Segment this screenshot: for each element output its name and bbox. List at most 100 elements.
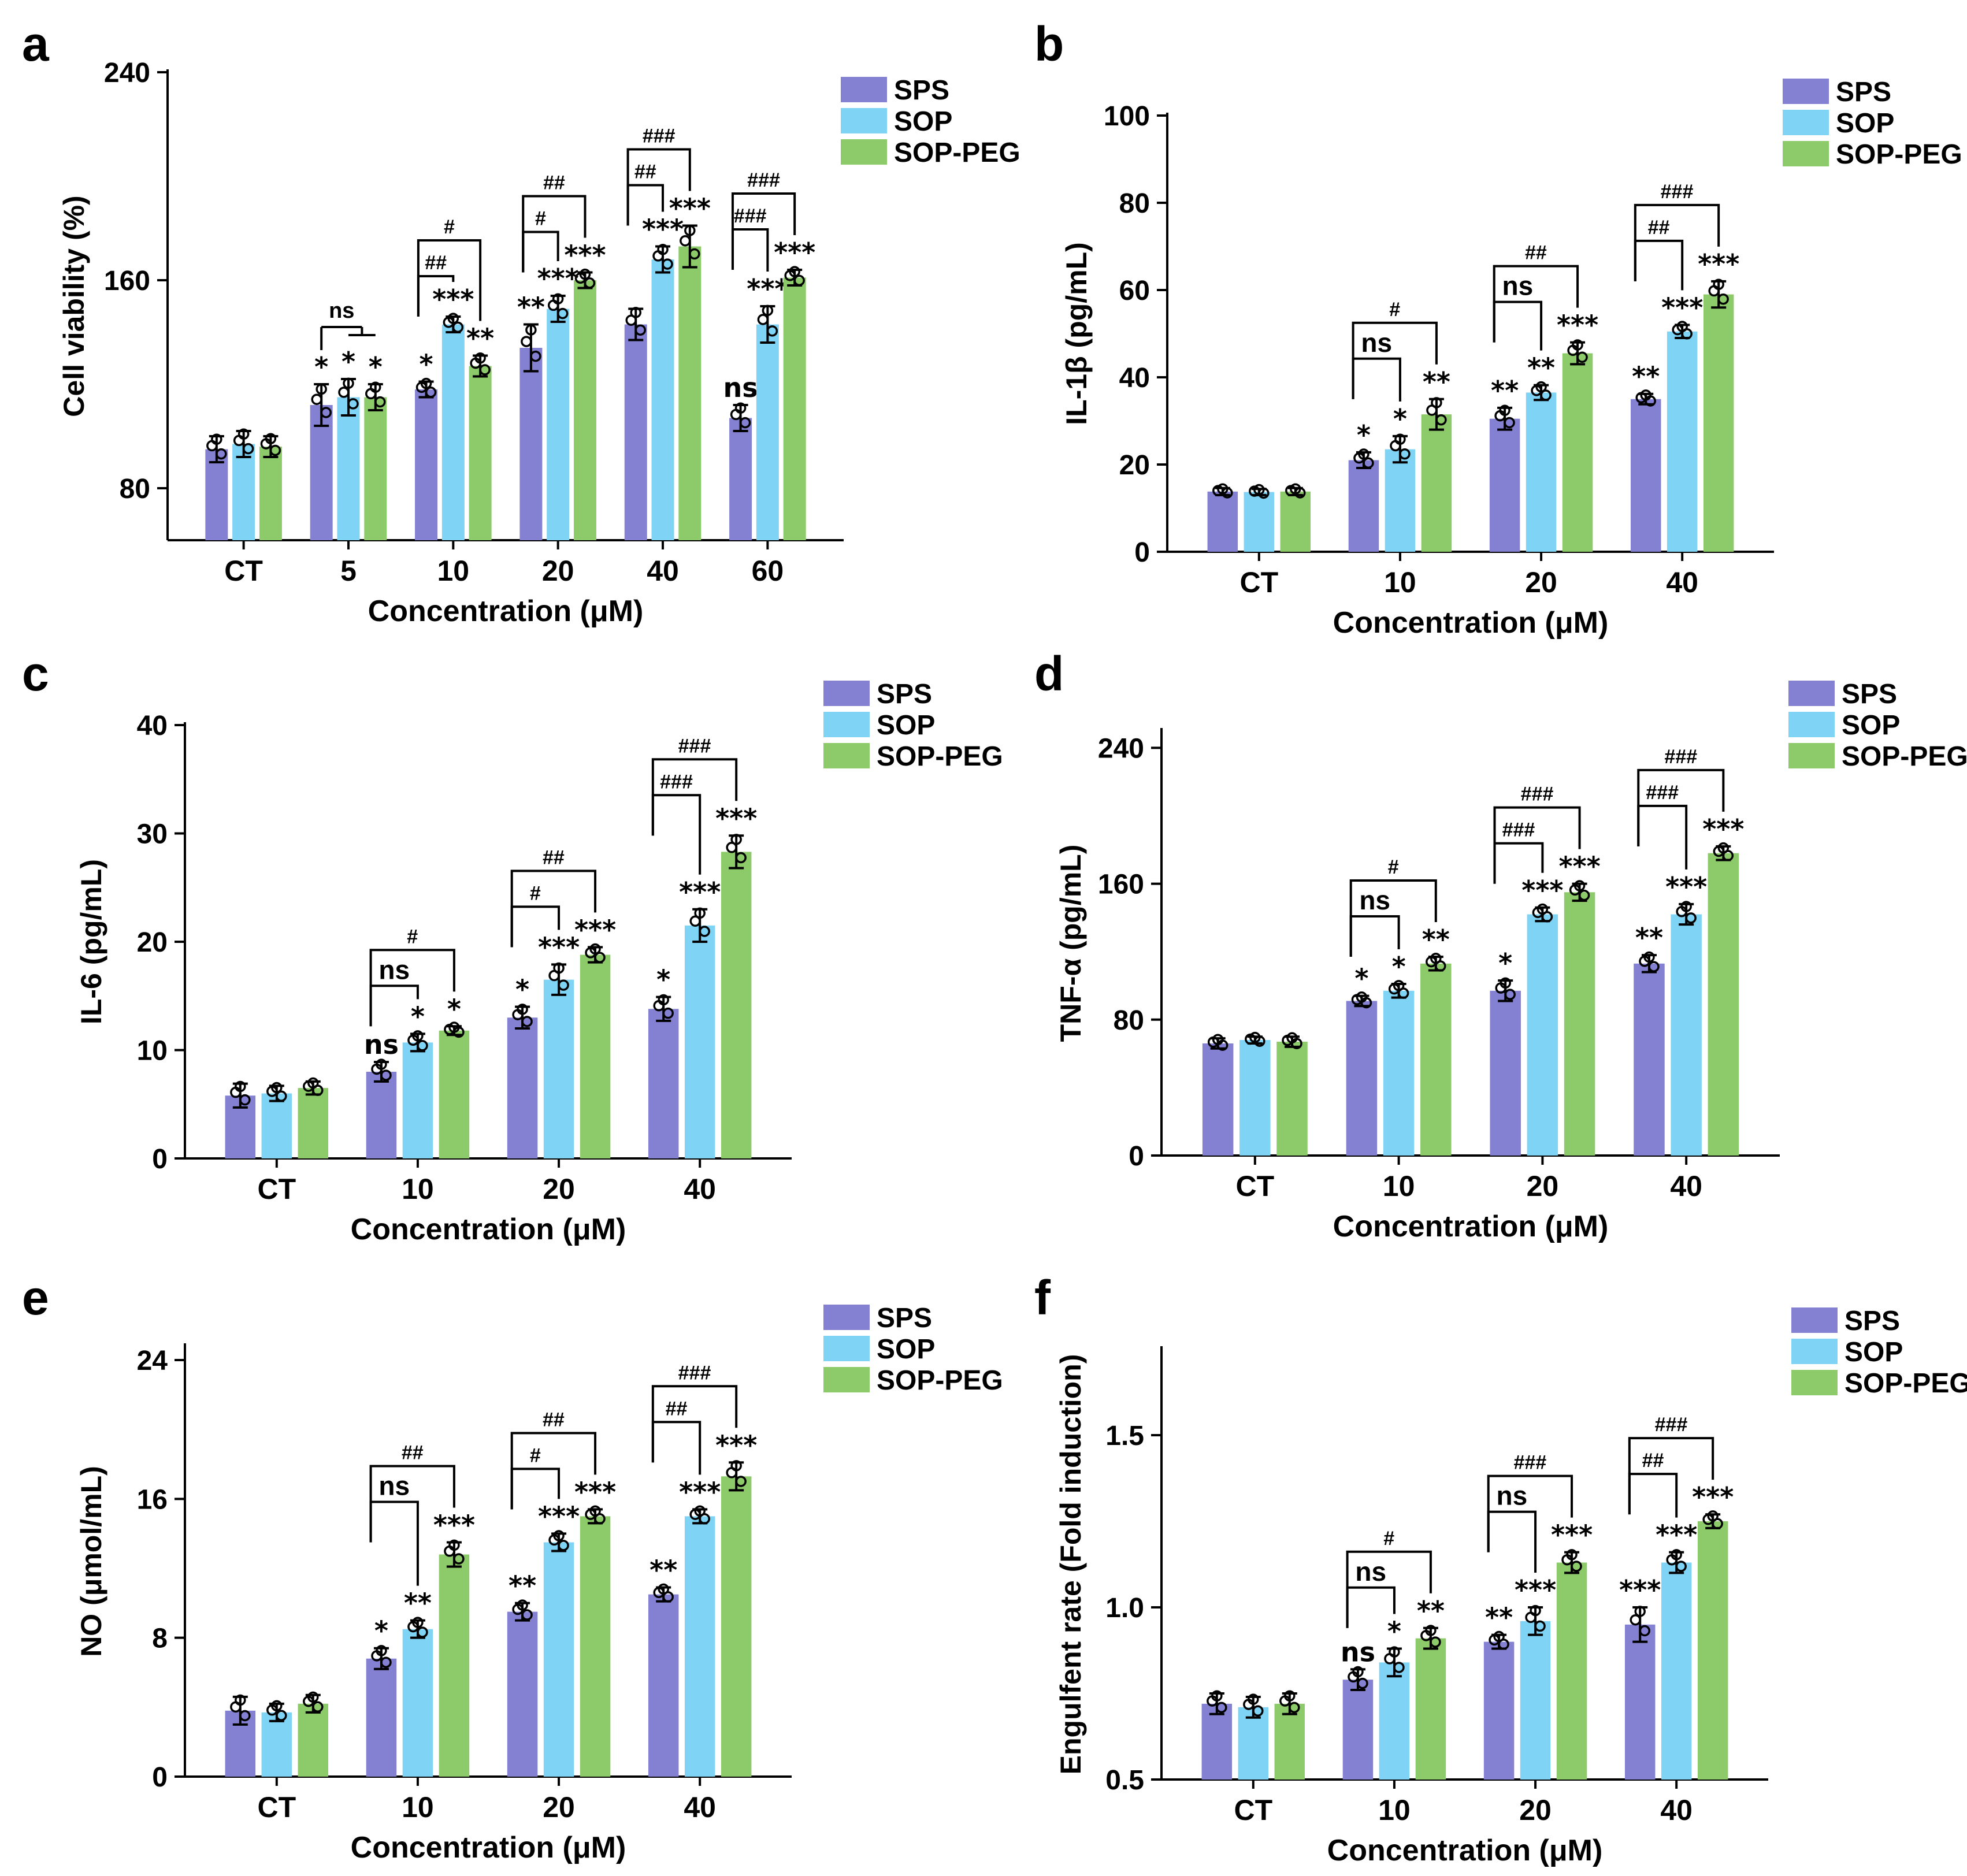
bar-sop-peg-40 [721,1476,752,1777]
panel-c: c 0 10 20 30 40 IL-6 (pg/mL) CT 10 20 40 Concentrat… [22,647,1003,1246]
data-point [1291,1038,1302,1049]
significance-mark: *** [679,876,721,908]
legend-label-sop-peg: SOP-PEG [877,1365,1003,1396]
y-tick-label: 40 [137,711,168,741]
bracket-line [417,239,482,321]
data-point [474,352,486,364]
data-point [594,1513,606,1525]
y-tick-label: 0 [1129,1141,1144,1172]
bar-sop-CT [261,1712,292,1777]
data-point [684,225,696,236]
bracket-line [1493,806,1581,884]
significance-mark: * [1498,948,1512,979]
data-point [553,962,565,974]
legend-swatch-sop-peg [823,743,870,768]
bracket-line [1628,1473,1678,1518]
bracket-line [369,1465,455,1543]
data-point [521,1609,533,1621]
data-point [1360,997,1372,1009]
bar-sps-40 [1630,399,1661,552]
data-point [380,1656,392,1668]
panel-letter: a [22,17,50,71]
data-point [343,377,354,389]
bracket-line [510,1432,597,1510]
bracket-line [626,148,691,226]
bar-sop-CT [261,1093,292,1158]
x-tick-label: 10 [437,555,470,587]
data-point [1572,339,1583,351]
x-tick-label: 40 [1666,566,1698,599]
significance-mark: * [1387,1616,1401,1647]
data-point [307,1691,319,1703]
data-point [735,1476,747,1487]
significance-mark: ** [1527,352,1555,384]
bar-sop-peg-40 [1703,294,1734,552]
data-point [1578,889,1590,901]
bar-sps-40 [648,1009,679,1158]
bracket-label: ### [1655,1414,1688,1436]
panel-b: b 0 20 40 60 80 100 IL-1β (pg/mL) CT 10 20 40 Concen… [1034,17,1962,640]
legend-swatch-sps [823,681,870,706]
bracket-line [1628,1437,1714,1515]
significance-mark: * [411,1001,425,1032]
data-point [1645,395,1656,407]
bracket-line [651,1421,702,1475]
bar-sop-20 [543,1542,574,1777]
significance-mark: ** [650,1555,677,1586]
bar-sps-5 [310,405,333,540]
legend-swatch-sop-peg [1783,141,1829,166]
data-point [417,1626,428,1638]
data-point [380,1069,392,1081]
legend-label-sop: SOP [877,1334,935,1365]
data-point [1389,1646,1400,1658]
data-point [370,381,381,393]
legend-label-sop: SOP [894,106,952,137]
significance-mark: ** [517,292,545,323]
data-point [265,433,277,444]
bracket-label: ### [678,735,711,757]
bracket-label: # [1388,856,1399,878]
data-point [1430,1636,1441,1648]
data-point [730,834,742,845]
bracket-label: ns [378,954,410,985]
significance-mark: ** [509,1570,536,1602]
data-point [1399,448,1411,460]
y-tick-label: 0 [152,1144,168,1175]
x-tick-label: 20 [542,555,574,587]
bar-sps-10 [1346,1001,1378,1156]
significance-mark: *** [774,237,815,268]
legend-swatch-sps [1783,79,1829,104]
bracket-line [1352,357,1401,402]
legend-label-sps: SPS [1836,77,1891,107]
bar-sop-peg-10 [469,366,492,540]
bracket-line [369,949,455,1027]
data-point [521,336,532,347]
data-point [453,1026,465,1038]
y-tick-label: 1.5 [1105,1421,1144,1451]
data-point [239,1094,251,1106]
x-tick-label: 20 [543,1173,575,1205]
x-tick-label: CT [257,1173,296,1205]
data-point [1431,397,1442,408]
bar-sop-peg-10 [1421,414,1452,552]
bar-sop-peg-40 [721,852,752,1158]
bracket-label: ns [378,1470,410,1500]
data-point [789,266,800,277]
data-point [1254,1035,1265,1047]
data-point [658,994,669,1006]
data-point [735,852,747,864]
bracket-label: ### [1646,782,1679,804]
data-point [1566,1549,1578,1561]
data-point [1504,989,1516,1000]
bar-sop-40 [651,259,674,540]
data-point [376,1645,387,1656]
bracket-label: ## [1525,242,1547,264]
legend-swatch-sop [1791,1339,1838,1364]
data-point [1541,911,1553,923]
x-axis-label: Concentration (μM) [1333,1210,1609,1243]
data-point [1211,1690,1223,1702]
x-tick-label: CT [1234,1794,1272,1826]
data-point [237,428,250,440]
data-point [1685,912,1697,924]
